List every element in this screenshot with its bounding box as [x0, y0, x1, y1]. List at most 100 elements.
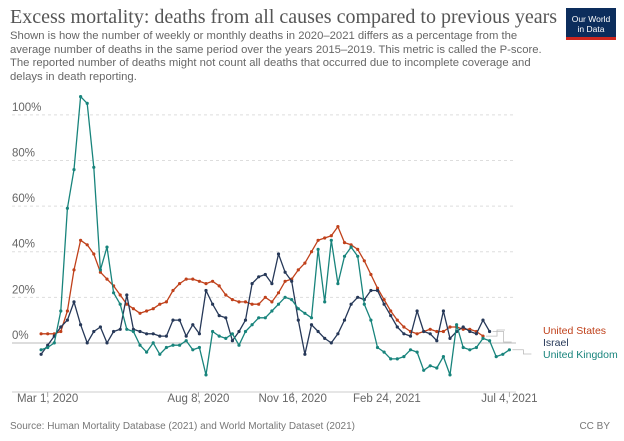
- data-point-united-states: [375, 286, 380, 290]
- data-point-israel: [415, 309, 419, 313]
- data-point-united-states: [309, 250, 314, 254]
- data-point-israel: [224, 316, 228, 320]
- legend-label: United States: [543, 325, 606, 337]
- data-point-united-kingdom: [296, 307, 300, 311]
- data-point-united-kingdom: [369, 318, 373, 322]
- data-point-united-kingdom: [488, 339, 492, 343]
- data-point-israel: [395, 325, 399, 329]
- chart-title: Excess mortality: deaths from all causes…: [10, 6, 558, 28]
- data-point-israel: [461, 325, 465, 329]
- data-point-israel: [191, 323, 195, 327]
- data-point-israel: [230, 339, 234, 343]
- x-tick-label: Feb 24, 2021: [353, 393, 421, 405]
- data-point-united-kingdom: [79, 95, 83, 99]
- data-point-united-kingdom: [276, 302, 281, 306]
- data-point-israel: [125, 293, 129, 297]
- data-point-united-kingdom: [422, 368, 426, 372]
- data-point-united-states: [224, 293, 228, 297]
- data-point-united-states: [145, 309, 149, 313]
- data-point-israel: [468, 329, 472, 334]
- data-point-israel: [237, 329, 241, 334]
- data-point-united-states: [39, 332, 43, 336]
- series-line-united-kingdom: [40, 95, 510, 376]
- data-point-united-states: [98, 270, 102, 274]
- data-point-united-kingdom: [72, 168, 76, 172]
- data-point-israel: [375, 288, 380, 293]
- data-point-united-states: [323, 236, 327, 240]
- data-point-israel: [481, 318, 485, 322]
- data-point-israel: [329, 341, 333, 345]
- data-point-united-states: [336, 225, 340, 229]
- data-point-israel: [402, 332, 406, 336]
- data-point-united-states: [65, 309, 69, 313]
- data-point-united-kingdom: [474, 345, 478, 350]
- data-point-united-states: [296, 268, 300, 272]
- series-line-israel: [40, 253, 491, 355]
- logo-line-2: in Data: [577, 24, 605, 34]
- data-point-united-states: [448, 325, 452, 329]
- data-point-israel: [382, 302, 386, 306]
- data-point-united-kingdom: [356, 254, 360, 258]
- data-point-united-states: [131, 307, 135, 311]
- data-point-united-kingdom: [52, 341, 56, 345]
- data-point-united-states: [125, 302, 129, 306]
- data-point-israel: [283, 270, 287, 274]
- data-point-united-states: [395, 318, 399, 322]
- data-point-united-kingdom: [178, 343, 182, 347]
- data-point-united-kingdom: [481, 336, 485, 340]
- data-point-united-kingdom: [501, 352, 505, 356]
- data-point-united-kingdom: [441, 355, 445, 359]
- data-point-united-states: [237, 300, 241, 304]
- data-point-israel: [276, 252, 281, 256]
- data-point-israel: [257, 275, 261, 279]
- data-point-israel: [428, 332, 432, 336]
- data-point-israel: [270, 282, 274, 286]
- data-point-united-states: [250, 302, 254, 306]
- data-point-united-states: [243, 300, 248, 304]
- data-point-israel: [290, 279, 294, 283]
- chart-subtitle: Shown is how the number of weekly or mon…: [10, 30, 542, 83]
- data-point-united-kingdom: [342, 254, 347, 258]
- owid-logo[interactable]: Our World in Data: [566, 8, 616, 40]
- data-point-united-kingdom: [468, 348, 472, 352]
- data-point-israel: [435, 339, 439, 343]
- data-point-israel: [204, 288, 208, 293]
- data-point-united-states: [46, 332, 50, 336]
- legend-connector: [512, 349, 532, 355]
- data-point-united-kingdom: [92, 165, 96, 169]
- data-point-israel: [184, 334, 188, 338]
- data-point-united-kingdom: [316, 247, 320, 251]
- data-point-united-kingdom: [243, 329, 248, 334]
- data-point-israel: [488, 329, 492, 334]
- license-link[interactable]: CC BY: [579, 421, 610, 432]
- y-tick-label: 60%: [12, 193, 35, 205]
- data-point-israel: [474, 332, 478, 336]
- data-point-united-states: [329, 234, 333, 238]
- data-point-united-kingdom: [105, 245, 109, 249]
- data-point-united-states: [151, 307, 155, 311]
- source-note[interactable]: Source: Human Mortality Database (2021) …: [10, 421, 355, 432]
- data-point-israel: [92, 329, 96, 334]
- data-point-united-states: [59, 329, 63, 334]
- logo-line-1: Our World: [571, 14, 611, 24]
- data-point-united-states: [276, 291, 281, 295]
- data-point-israel: [263, 272, 267, 277]
- series-line-united-states: [41, 225, 484, 337]
- data-point-united-kingdom: [158, 352, 162, 356]
- data-point-israel: [250, 282, 254, 286]
- data-point-united-kingdom: [217, 334, 221, 338]
- y-tick-label: 80%: [12, 147, 35, 159]
- data-point-israel: [389, 314, 393, 318]
- data-point-united-kingdom: [65, 206, 69, 210]
- data-point-israel: [164, 334, 168, 338]
- data-point-united-states: [435, 329, 439, 334]
- data-point-united-kingdom: [329, 238, 333, 242]
- data-point-united-kingdom: [85, 101, 89, 105]
- data-point-united-kingdom: [125, 327, 129, 331]
- x-tick-label: Mar 1, 2020: [17, 393, 78, 405]
- legend-label: Israel: [543, 337, 569, 349]
- data-point-united-states: [461, 327, 465, 331]
- legend-connector: [486, 329, 506, 337]
- data-point-united-states: [138, 311, 142, 315]
